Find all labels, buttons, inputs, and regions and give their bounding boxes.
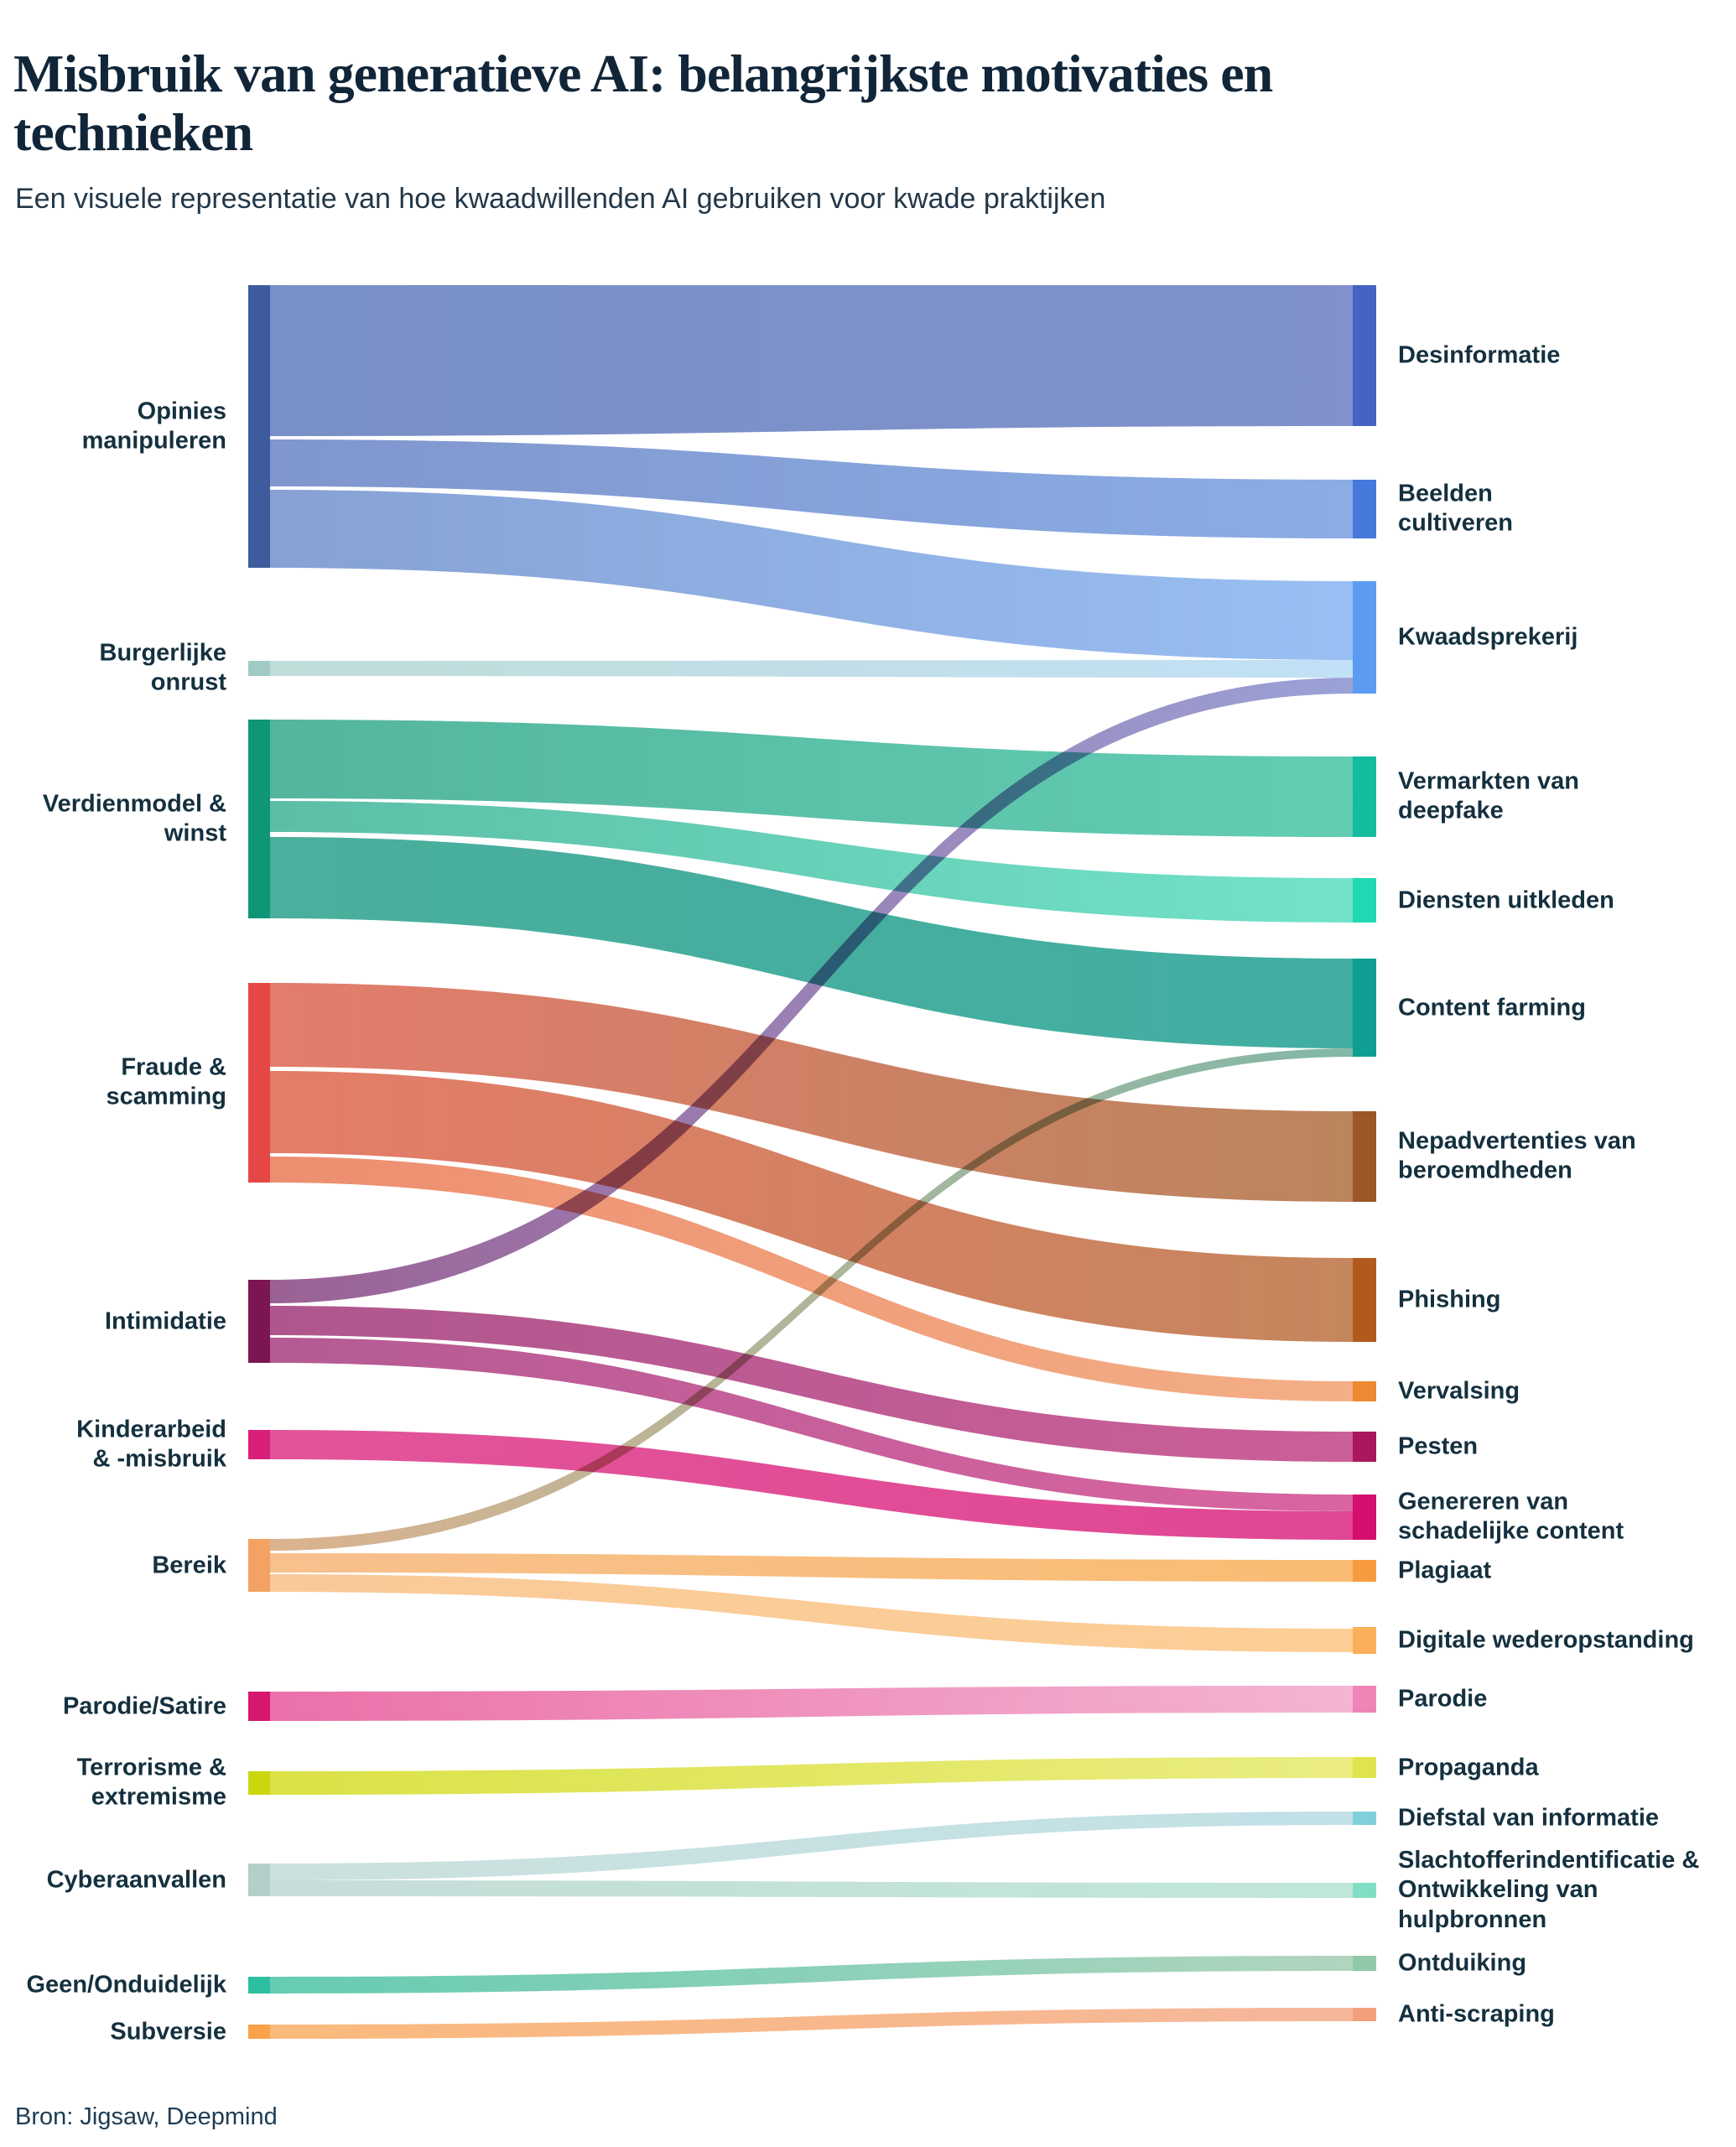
flow-bereik-to-content_farming	[270, 1048, 1353, 1551]
flow-fraude-to-phishing	[270, 1071, 1353, 1342]
label-verdienmodel: Verdienmodel & winst	[42, 790, 226, 847]
node-kwaadsprekerij	[1353, 581, 1376, 694]
node-plagiaat	[1353, 1560, 1376, 1582]
flow-opinies-to-kwaadsprekerij	[270, 490, 1353, 660]
label-diefstal: Diefstal van informatie	[1398, 1804, 1660, 1832]
node-subversie	[248, 2025, 270, 2039]
flow-fraude-to-nepadvertenties	[270, 983, 1353, 1202]
node-parodie	[1353, 1686, 1376, 1713]
label-slachtoffer: Slachtofferindentificatie & Ontwikkeling…	[1398, 1846, 1700, 1933]
node-parodie_satire	[248, 1692, 270, 1721]
flow-cyberaanvallen-to-diefstal	[270, 1812, 1353, 1880]
label-fraude: Fraude & scamming	[106, 1053, 226, 1110]
node-fraude	[248, 983, 270, 1183]
label-parodie_satire: Parodie/Satire	[62, 1692, 226, 1719]
node-vermarkten	[1353, 756, 1376, 837]
label-geen: Geen/Onduidelijk	[26, 1971, 227, 1999]
label-pesten: Pesten	[1398, 1432, 1479, 1460]
flow-intimidatie-to-genereren	[270, 1338, 1353, 1511]
source-attribution: Bron: Jigsaw, Deepmind	[15, 2103, 278, 2130]
flow-cyberaanvallen-to-slachtoffer	[270, 1880, 1353, 1898]
node-content_farming	[1353, 959, 1376, 1057]
node-genereren	[1353, 1495, 1376, 1540]
label-genereren: Genereren van schadelijke content	[1398, 1488, 1624, 1545]
label-vermarkten: Vermarkten van deepfake	[1398, 767, 1580, 824]
label-nepadvertenties: Nepadvertenties van beroemdheden	[1398, 1127, 1636, 1184]
label-kinderarbeid: Kinderarbeid & -misbruik	[76, 1416, 226, 1473]
label-subversie: Subversie	[110, 2017, 226, 2045]
page-title: Misbruik van generatieve AI: belangrijks…	[13, 43, 1273, 162]
flow-verdienmodel-to-vermarkten	[270, 720, 1353, 837]
node-bereik	[248, 1539, 270, 1592]
node-beelden	[1353, 480, 1376, 538]
node-diefstal	[1353, 1812, 1376, 1825]
node-cyberaanvallen	[248, 1864, 270, 1896]
label-desinformatie: Desinformatie	[1398, 341, 1561, 369]
node-anti_scraping	[1353, 2008, 1376, 2021]
flow-fraude-to-vervalsing	[270, 1157, 1353, 1401]
node-verdienmodel	[248, 720, 270, 918]
flow-bereik-to-digitale	[270, 1574, 1353, 1652]
label-beelden: Beelden cultiveren	[1398, 480, 1513, 537]
node-geen	[248, 1977, 270, 1994]
label-intimidatie: Intimidatie	[104, 1307, 226, 1334]
flow-burgerlijke-to-kwaadsprekerij	[270, 660, 1353, 678]
label-phishing: Phishing	[1398, 1286, 1501, 1313]
flow-intimidatie-to-kwaadsprekerij	[270, 678, 1353, 1303]
node-digitale	[1353, 1627, 1376, 1654]
label-anti_scraping: Anti-scraping	[1398, 2000, 1555, 2028]
label-ontduiking: Ontduiking	[1398, 1949, 1527, 1977]
node-opinies	[248, 285, 270, 568]
node-diensten	[1353, 878, 1376, 923]
label-burgerlijke: Burgerlijke onrust	[99, 639, 227, 696]
flow-intimidatie-to-pesten	[270, 1306, 1353, 1462]
label-cyberaanvallen: Cyberaanvallen	[46, 1865, 226, 1893]
flow-terrorisme-to-propaganda	[270, 1757, 1353, 1795]
node-slachtoffer	[1353, 1883, 1376, 1898]
node-nepadvertenties	[1353, 1111, 1376, 1202]
label-terrorisme: Terrorisme & extremisme	[76, 1754, 226, 1811]
node-propaganda	[1353, 1757, 1376, 1778]
label-bereik: Bereik	[152, 1551, 226, 1578]
node-vervalsing	[1353, 1381, 1376, 1401]
flow-opinies-to-beelden	[270, 439, 1353, 538]
flow-bereik-to-plagiaat	[270, 1553, 1353, 1582]
label-propaganda: Propaganda	[1398, 1753, 1539, 1781]
label-kwaadsprekerij: Kwaadsprekerij	[1398, 623, 1578, 651]
flow-kinderarbeid-to-genereren	[270, 1430, 1353, 1540]
label-plagiaat: Plagiaat	[1398, 1557, 1492, 1584]
label-opinies: Opinies manipuleren	[81, 398, 226, 455]
node-burgerlijke	[248, 661, 270, 676]
label-content_farming: Content farming	[1398, 993, 1586, 1021]
label-parodie: Parodie	[1398, 1685, 1488, 1713]
flow-subversie-to-anti_scraping	[270, 2008, 1353, 2039]
page-subtitle: Een visuele representatie van hoe kwaadw…	[15, 183, 1106, 215]
label-digitale: Digitale wederopstanding	[1398, 1626, 1694, 1654]
node-phishing	[1353, 1258, 1376, 1342]
node-kinderarbeid	[248, 1430, 270, 1459]
node-intimidatie	[248, 1280, 270, 1363]
flow-verdienmodel-to-content_farming	[270, 837, 1353, 1048]
node-pesten	[1353, 1432, 1376, 1462]
flow-opinies-to-desinformatie	[270, 285, 1353, 436]
node-desinformatie	[1353, 285, 1376, 426]
label-diensten: Diensten uitkleden	[1398, 886, 1614, 913]
flow-geen-to-ontduiking	[270, 1956, 1353, 1994]
flow-verdienmodel-to-diensten	[270, 801, 1353, 923]
node-terrorisme	[248, 1771, 270, 1795]
label-vervalsing: Vervalsing	[1398, 1377, 1520, 1405]
flow-parodie_satire-to-parodie	[270, 1686, 1353, 1721]
node-ontduiking	[1353, 1956, 1376, 1971]
